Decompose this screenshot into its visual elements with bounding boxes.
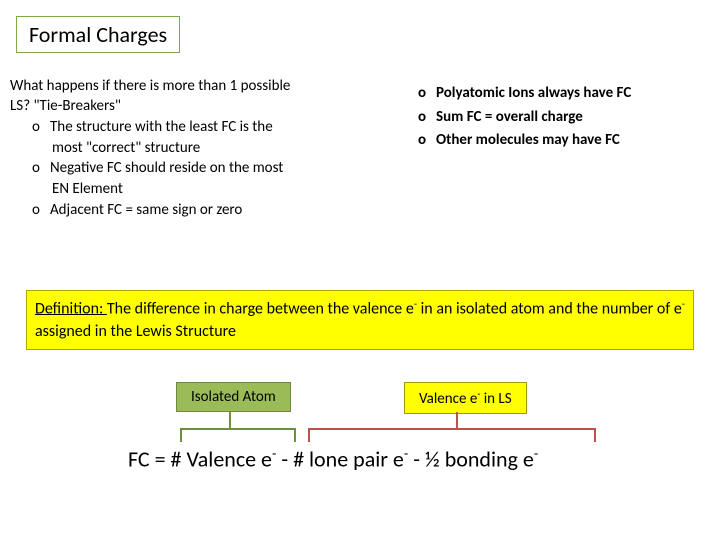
left-bullet-2: o Negative FC should reside on the most	[10, 158, 370, 178]
bullet-icon: o	[32, 117, 50, 137]
bullet-text: The structure with the least FC is the	[50, 117, 273, 137]
definition-box: Definition: The difference in charge bet…	[26, 290, 694, 350]
formula-part-3: - ½ bonding e	[408, 445, 534, 472]
right-column: o Polyatomic Ions always have FC o Sum F…	[418, 82, 708, 153]
bullet-icon: o	[418, 82, 436, 105]
left-column: What happens if there is more than 1 pos…	[10, 76, 370, 221]
bullet-icon: o	[418, 106, 436, 129]
bullet-icon: o	[418, 129, 436, 152]
bullet-icon: o	[32, 200, 50, 220]
definition-text-3: assigned in the Lewis Structure	[35, 322, 236, 341]
valence-ls-box: Valence e- in LS	[404, 382, 527, 414]
definition-text-1: The difference in charge between the val…	[107, 299, 414, 318]
definition-text-2: in an isolated atom and the number of e	[417, 299, 682, 318]
right-bullet-2: o Sum FC = overall charge	[418, 106, 708, 129]
page-title: Formal Charges	[16, 16, 180, 53]
left-bullet-3: o Adjacent FC = same sign or zero	[10, 200, 370, 220]
formula-part-2: - # lone pair e	[276, 445, 403, 472]
valence-label-b: in LS	[480, 390, 511, 408]
bullet-text: Negative FC should reside on the most	[50, 158, 283, 178]
superscript-minus: -	[682, 297, 685, 310]
formula-part-1: FC = # Valence e	[128, 445, 272, 472]
intro-line2: LS? "Tie-Breakers"	[10, 96, 370, 116]
left-bullet-1-cont: most "correct" structure	[10, 138, 370, 158]
bullet-text: Sum FC = overall charge	[436, 106, 583, 129]
bullet-text: Other molecules may have FC	[436, 129, 620, 152]
definition-label: Definition:	[35, 299, 107, 318]
left-bullet-2-cont: EN Element	[10, 179, 370, 199]
isolated-atom-box: Isolated Atom	[176, 382, 291, 412]
left-bullet-1: o The structure with the least FC is the	[10, 117, 370, 137]
superscript-minus: -	[534, 444, 538, 462]
bullet-text: Polyatomic Ions always have FC	[436, 82, 631, 105]
right-bullet-3: o Other molecules may have FC	[418, 129, 708, 152]
valence-label-a: Valence e	[419, 390, 477, 408]
bullet-text: Adjacent FC = same sign or zero	[50, 200, 242, 220]
intro-line1: What happens if there is more than 1 pos…	[10, 76, 370, 96]
right-bullet-1: o Polyatomic Ions always have FC	[418, 82, 708, 105]
formula: FC = # Valence e- - # lone pair e- - ½ b…	[128, 444, 538, 472]
bullet-icon: o	[32, 158, 50, 178]
